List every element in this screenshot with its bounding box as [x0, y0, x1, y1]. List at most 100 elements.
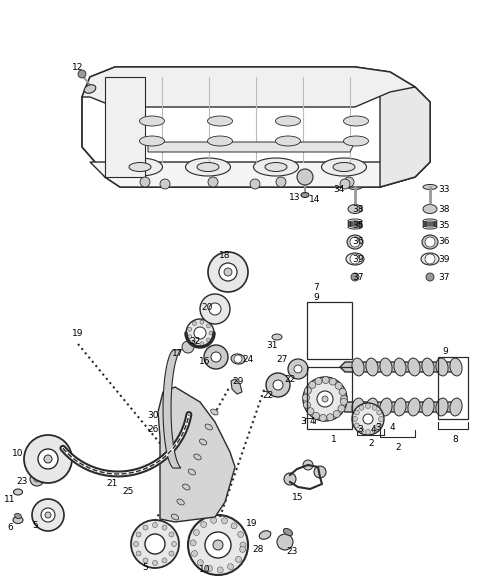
- Circle shape: [288, 359, 308, 379]
- Circle shape: [335, 383, 342, 389]
- Circle shape: [284, 473, 296, 485]
- Circle shape: [192, 340, 196, 344]
- Circle shape: [206, 324, 210, 328]
- Ellipse shape: [450, 398, 462, 416]
- Text: 16: 16: [199, 358, 211, 366]
- Ellipse shape: [13, 489, 23, 495]
- Circle shape: [143, 558, 148, 563]
- Circle shape: [377, 423, 382, 428]
- Text: 38: 38: [352, 204, 363, 213]
- Ellipse shape: [346, 253, 364, 265]
- Ellipse shape: [140, 136, 165, 146]
- Ellipse shape: [421, 253, 439, 265]
- Text: 24: 24: [242, 354, 253, 364]
- Circle shape: [322, 396, 328, 402]
- Ellipse shape: [436, 398, 448, 416]
- Circle shape: [236, 556, 241, 563]
- Ellipse shape: [380, 398, 392, 416]
- Circle shape: [350, 254, 360, 264]
- Circle shape: [315, 377, 322, 385]
- Circle shape: [266, 373, 290, 397]
- Ellipse shape: [348, 185, 362, 189]
- Text: 3: 3: [375, 422, 381, 432]
- Text: 10: 10: [199, 564, 211, 574]
- Text: 32: 32: [189, 338, 201, 347]
- Circle shape: [273, 380, 283, 390]
- Ellipse shape: [394, 358, 406, 376]
- Text: 3: 3: [300, 418, 306, 426]
- Ellipse shape: [211, 409, 218, 415]
- Text: 25: 25: [122, 486, 134, 496]
- Text: 10: 10: [12, 449, 24, 459]
- Circle shape: [206, 565, 213, 571]
- Circle shape: [333, 410, 340, 418]
- Ellipse shape: [197, 163, 219, 171]
- Ellipse shape: [14, 514, 22, 519]
- Polygon shape: [82, 67, 415, 107]
- Circle shape: [365, 403, 371, 409]
- Ellipse shape: [177, 499, 184, 505]
- Ellipse shape: [13, 516, 23, 523]
- Text: 21: 21: [106, 479, 118, 489]
- Circle shape: [277, 534, 293, 550]
- Circle shape: [250, 179, 260, 189]
- Text: 4: 4: [370, 425, 376, 434]
- Ellipse shape: [129, 163, 151, 171]
- Circle shape: [314, 466, 326, 478]
- Polygon shape: [340, 362, 460, 372]
- Circle shape: [231, 523, 237, 529]
- Polygon shape: [380, 72, 430, 187]
- Text: 2: 2: [368, 440, 374, 448]
- Text: 36: 36: [352, 238, 363, 246]
- Circle shape: [228, 564, 233, 569]
- Circle shape: [372, 405, 377, 410]
- Circle shape: [234, 355, 242, 363]
- Circle shape: [425, 254, 435, 264]
- Circle shape: [317, 391, 333, 407]
- Text: 8: 8: [452, 434, 458, 444]
- Circle shape: [240, 546, 246, 552]
- Circle shape: [352, 417, 358, 422]
- Text: 2: 2: [395, 443, 401, 451]
- Ellipse shape: [200, 439, 207, 445]
- Ellipse shape: [423, 204, 437, 213]
- Circle shape: [363, 414, 373, 424]
- Circle shape: [192, 550, 197, 557]
- Circle shape: [188, 515, 248, 575]
- Circle shape: [194, 327, 206, 339]
- Text: 6: 6: [7, 523, 13, 531]
- Polygon shape: [90, 162, 430, 187]
- Ellipse shape: [333, 163, 355, 171]
- Ellipse shape: [422, 235, 438, 249]
- Circle shape: [351, 273, 359, 281]
- Text: 38: 38: [438, 204, 449, 213]
- Circle shape: [78, 70, 86, 78]
- Text: 22: 22: [263, 391, 274, 399]
- Circle shape: [340, 398, 348, 405]
- Text: 27: 27: [276, 354, 288, 364]
- Circle shape: [211, 352, 221, 362]
- Ellipse shape: [422, 358, 434, 376]
- Text: 5: 5: [32, 522, 38, 530]
- Circle shape: [182, 341, 194, 353]
- Circle shape: [340, 179, 350, 189]
- Polygon shape: [163, 350, 181, 468]
- Ellipse shape: [205, 424, 213, 430]
- Text: 18: 18: [219, 250, 231, 260]
- Circle shape: [302, 394, 310, 401]
- Ellipse shape: [450, 358, 462, 376]
- Text: 19: 19: [72, 329, 84, 339]
- Circle shape: [44, 455, 52, 463]
- Ellipse shape: [272, 334, 282, 340]
- Ellipse shape: [423, 185, 437, 189]
- Text: 37: 37: [438, 272, 449, 282]
- Ellipse shape: [394, 398, 406, 416]
- Text: 28: 28: [252, 545, 264, 553]
- Circle shape: [38, 449, 58, 469]
- Ellipse shape: [253, 158, 299, 176]
- Ellipse shape: [322, 158, 367, 176]
- Circle shape: [379, 417, 384, 422]
- Circle shape: [359, 405, 364, 410]
- Ellipse shape: [276, 136, 300, 146]
- Text: 7: 7: [313, 283, 319, 291]
